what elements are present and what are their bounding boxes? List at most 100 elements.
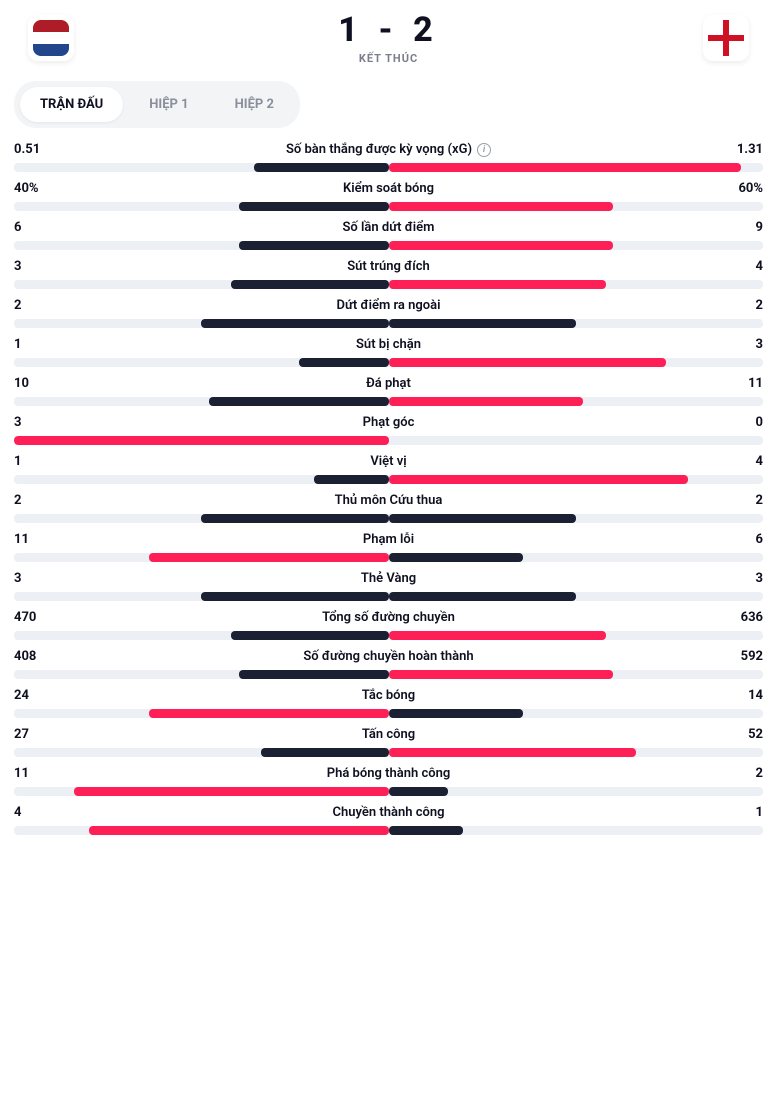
- stat-bar-away: [389, 670, 614, 679]
- stat-away-value: 0: [723, 415, 763, 430]
- stat-head: 6Số lần dứt điểm9: [14, 220, 763, 235]
- stat-bar-away: [389, 553, 524, 562]
- stat-label-text: Việt vị: [370, 454, 406, 469]
- stat-bar-track: [14, 826, 763, 835]
- stat-bar-away: [389, 514, 576, 523]
- stat-row: 3Thẻ Vàng3: [14, 571, 763, 601]
- stat-away-value: 2: [723, 493, 763, 508]
- stat-label: Tắc bóng: [54, 688, 723, 703]
- stat-label: Phá bóng thành công: [54, 766, 723, 781]
- stat-home-value: 1: [14, 454, 54, 469]
- stat-home-value: 11: [14, 532, 54, 547]
- stat-head: 3Phạt góc0: [14, 415, 763, 430]
- stat-home-value: 27: [14, 727, 54, 742]
- stat-row: 24Tắc bóng14: [14, 688, 763, 718]
- stat-head: 10Đá phạt11: [14, 376, 763, 391]
- stat-head: 40% Kiểm soát bóng 60%: [14, 181, 763, 196]
- tab-match[interactable]: TRẬN ĐẤU: [20, 87, 123, 122]
- stat-label: Dứt điểm ra ngoài: [54, 298, 723, 313]
- stat-label-text: Thủ môn Cứu thua: [335, 493, 443, 508]
- stat-bar-home: [201, 592, 388, 601]
- stat-head: 470Tổng số đường chuyền636: [14, 610, 763, 625]
- stat-away-value: 636: [723, 610, 763, 625]
- stat-head: 408Số đường chuyền hoàn thành592: [14, 649, 763, 664]
- stat-away-value: 6: [723, 532, 763, 547]
- stat-bar-home: [254, 163, 389, 172]
- stat-head: 27Tấn công52: [14, 727, 763, 742]
- stat-bar-track: [14, 475, 763, 484]
- stat-label: Thẻ Vàng: [54, 571, 723, 586]
- stat-label-text: Sút trúng đích: [347, 259, 430, 274]
- stat-label: Số bàn thắng được kỳ vọng (xG) i: [54, 142, 723, 157]
- stat-bar-track: [14, 202, 763, 211]
- stat-bar-away: [389, 280, 606, 289]
- stat-bar-away: [389, 397, 584, 406]
- stat-label: Đá phạt: [54, 376, 723, 391]
- stat-row: 3Sút trúng đích4: [14, 259, 763, 289]
- stat-bar-away: [389, 826, 464, 835]
- stat-bar-track: [14, 514, 763, 523]
- stat-label-text: Phá bóng thành công: [327, 766, 451, 781]
- stat-away-value: 60%: [723, 181, 763, 196]
- stat-bar-away: [389, 709, 524, 718]
- stat-bar-home: [74, 787, 389, 796]
- stat-label: Số lần dứt điểm: [54, 220, 723, 235]
- stat-home-value: 6: [14, 220, 54, 235]
- stat-home-value: 408: [14, 649, 54, 664]
- stat-label-text: Kiểm soát bóng: [343, 181, 434, 196]
- stat-away-value: 14: [723, 688, 763, 703]
- stat-home-value: 3: [14, 415, 54, 430]
- score-text: 1 - 2: [338, 10, 439, 50]
- stat-away-value: 4: [723, 454, 763, 469]
- stat-bar-home: [149, 709, 389, 718]
- stat-label-text: Số bàn thắng được kỳ vọng (xG): [286, 142, 472, 157]
- stat-home-value: 40%: [14, 181, 54, 196]
- stat-head: 24Tắc bóng14: [14, 688, 763, 703]
- stat-home-value: 3: [14, 571, 54, 586]
- info-icon[interactable]: i: [477, 143, 491, 157]
- stat-bar-track: [14, 358, 763, 367]
- stat-label-text: Đá phạt: [366, 376, 411, 391]
- stat-away-value: 4: [723, 259, 763, 274]
- tab-half1[interactable]: HIỆP 1: [129, 87, 208, 122]
- stat-label: Phạt góc: [54, 415, 723, 430]
- stat-home-value: 2: [14, 493, 54, 508]
- stat-head: 1 Việt vị 4: [14, 454, 763, 469]
- stat-row: 10Đá phạt11: [14, 376, 763, 406]
- stat-bar-away: [389, 475, 689, 484]
- stat-away-value: 11: [723, 376, 763, 391]
- stat-away-value: 9: [723, 220, 763, 235]
- stat-bar-away: [389, 163, 741, 172]
- stat-label-text: Tổng số đường chuyền: [322, 610, 455, 625]
- stat-row: 40% Kiểm soát bóng 60%: [14, 181, 763, 211]
- match-header: 1 - 2 KẾT THÚC: [0, 0, 777, 71]
- stats-list: 0.51Số bàn thắng được kỳ vọng (xG)i1.314…: [0, 138, 777, 858]
- stat-bar-home: [201, 319, 388, 328]
- stat-row: 0.51Số bàn thắng được kỳ vọng (xG)i1.31: [14, 142, 763, 172]
- stat-bar-home: [89, 826, 389, 835]
- stat-label: Việt vị: [54, 454, 723, 469]
- stat-label: Chuyền thành công: [54, 805, 723, 820]
- stat-bar-home: [209, 397, 389, 406]
- stat-label-text: Thẻ Vàng: [361, 571, 416, 586]
- stat-bar-home: [261, 748, 388, 757]
- stat-row: 4Chuyền thành công1: [14, 805, 763, 835]
- stat-away-value: 2: [723, 766, 763, 781]
- tab-half2[interactable]: HIỆP 2: [215, 87, 294, 122]
- stat-label: Số đường chuyền hoàn thành: [54, 649, 723, 664]
- stat-head: 3Thẻ Vàng3: [14, 571, 763, 586]
- stat-row: 2Dứt điểm ra ngoài2: [14, 298, 763, 328]
- stat-label: Phạm lỗi: [54, 532, 723, 547]
- stat-label-text: Chuyền thành công: [332, 805, 444, 820]
- stat-away-value: 3: [723, 337, 763, 352]
- stat-row: 3Phạt góc0: [14, 415, 763, 445]
- stat-away-value: 592: [723, 649, 763, 664]
- stat-bar-away: [389, 241, 614, 250]
- stat-bar-home: [149, 553, 389, 562]
- stat-bar-track: [14, 397, 763, 406]
- stat-bar-home: [231, 280, 388, 289]
- stat-home-value: 24: [14, 688, 54, 703]
- stat-home-value: 2: [14, 298, 54, 313]
- stat-head: 1Sút bị chặn3: [14, 337, 763, 352]
- stat-bar-away: [389, 202, 614, 211]
